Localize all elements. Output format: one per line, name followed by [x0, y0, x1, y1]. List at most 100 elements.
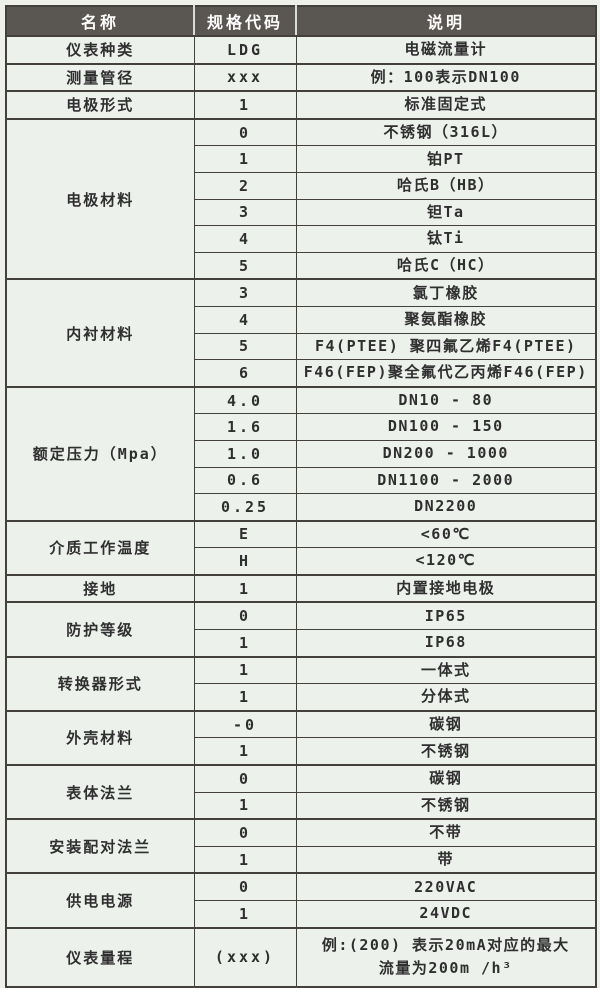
spec-code-cell: 4 — [193, 225, 297, 253]
spec-code-cell: 5 — [193, 332, 297, 361]
spec-group-name: 安装配对法兰 — [5, 818, 195, 874]
spec-group-name: 介质工作温度 — [5, 519, 195, 576]
spec-row: 3 钽Ta — [6, 198, 597, 227]
spec-desc-cell: 例:(200) 表示20mA对应的最大 流量为200m /h³ — [295, 926, 597, 988]
spec-desc-cell: 聚氨酯橡胶 — [295, 305, 597, 334]
spec-group-name: 防护等级 — [5, 601, 195, 658]
spec-desc-cell: 一体式 — [295, 655, 597, 685]
spec-code-cell: 3 — [193, 198, 297, 227]
spec-row: 防护等级 0 IP65 — [5, 601, 597, 658]
spec-group-name: 接地 — [5, 573, 195, 603]
spec-row: 内衬材料 3 氯丁橡胶 — [5, 278, 597, 388]
spec-group-name: 转换器形式 — [5, 655, 195, 712]
spec-group-name: 供电电源 — [5, 872, 195, 929]
spec-code-cell: 0.25 — [193, 493, 297, 522]
spec-row: 4 聚氨酯橡胶 — [6, 305, 597, 334]
spec-desc-cell: 例：100表示DN100 — [295, 62, 597, 92]
spec-code-cell: 1 — [193, 145, 297, 173]
spec-desc-cell: 哈氏C（HC） — [295, 251, 597, 280]
spec-row: 额定压力（Mpa） 4.0 DN10 - 80 — [5, 385, 597, 522]
spec-code-cell: 4 — [193, 305, 297, 334]
spec-desc-cell: 不锈钢 — [295, 791, 597, 820]
spec-code-cell: 1 — [193, 845, 297, 874]
spec-group-name: 内衬材料 — [5, 278, 195, 388]
spec-desc-cell: 24VDC — [295, 899, 597, 929]
spec-code-cell: 0 — [193, 818, 297, 847]
spec-code-cell: -0 — [193, 709, 297, 739]
spec-code-cell: H — [193, 547, 297, 576]
spec-desc-cell: DN200 - 1000 — [295, 439, 597, 468]
spec-row: 表体法兰 0 碳钢 — [5, 764, 597, 820]
spec-row: 转换器形式 1 一体式 — [5, 655, 597, 712]
spec-code-cell: 3 — [193, 278, 297, 307]
spec-code-cell: 5 — [193, 251, 297, 280]
spec-row: 仪表量程 (xxx) 例:(200) 表示20mA对应的最大 流量为200m /h³ — [5, 926, 597, 988]
spec-code-cell: 0.6 — [193, 466, 297, 495]
spec-row: H <120℃ — [6, 547, 597, 576]
spec-group-name: 电极形式 — [5, 90, 195, 120]
spec-row: 1.6 DN100 - 150 — [6, 413, 597, 441]
spec-code-cell: 0 — [193, 872, 297, 902]
spec-row: 5 哈氏C（HC） — [6, 251, 597, 280]
spec-desc-cell: 分体式 — [295, 683, 597, 712]
spec-desc-cell: 标准固定式 — [295, 90, 597, 120]
spec-desc-cell: 不锈钢（316L） — [295, 117, 597, 147]
spec-row: 1.0 DN200 - 1000 — [6, 439, 597, 468]
page: 名称 规格代码 说明 仪表种类 LDG 电磁流量计 测量管径 xxx 例：100表示DN1… — [5, 5, 597, 988]
spec-group-name: 额定压力（Mpa） — [5, 385, 195, 522]
spec-row: 接地 1 内置接地电极 — [5, 573, 597, 603]
spec-desc-cell: 不带 — [295, 818, 597, 847]
spec-code-cell: xxx — [193, 62, 297, 92]
spec-row: 6 F46(FEP)聚全氟代乙丙烯F46(FEP) — [6, 359, 597, 388]
spec-row: 0.25 DN2200 — [6, 493, 597, 522]
spec-group-name: 仪表量程 — [5, 926, 195, 988]
spec-row: 仪表种类 LDG 电磁流量计 — [5, 35, 597, 65]
spec-desc-cell: F46(FEP)聚全氟代乙丙烯F46(FEP) — [295, 359, 597, 388]
spec-row: 4 钛Ti — [6, 225, 597, 253]
spec-code-cell: 1 — [193, 573, 297, 603]
spec-code-cell: 1 — [193, 737, 297, 766]
spec-code-cell: LDG — [193, 35, 297, 65]
spec-table: 名称 规格代码 说明 仪表种类 LDG 电磁流量计 测量管径 xxx 例：100表示DN1… — [5, 5, 597, 988]
spec-code-cell: 1.6 — [193, 413, 297, 441]
spec-desc-cell: F4(PTEE) 聚四氟乙烯F4(PTEE) — [295, 332, 597, 361]
spec-code-cell: 4.0 — [193, 385, 297, 415]
spec-table-header: 名称 规格代码 说明 — [5, 5, 597, 37]
spec-code-cell: (xxx) — [193, 926, 297, 988]
spec-code-cell: 1 — [193, 655, 297, 685]
spec-code-cell: 0 — [193, 117, 297, 147]
spec-group-name: 电极材料 — [5, 117, 195, 280]
spec-row: 测量管径 xxx 例：100表示DN100 — [5, 62, 597, 92]
spec-row: 介质工作温度 E <60℃ — [5, 519, 597, 576]
spec-row: 供电电源 0 220VAC — [5, 872, 597, 929]
spec-desc-cell: <120℃ — [295, 547, 597, 576]
spec-desc-cell: 铂PT — [295, 145, 597, 173]
spec-row: 外壳材料 -0 碳钢 — [5, 709, 597, 766]
spec-desc-cell: 钛Ti — [295, 225, 597, 253]
spec-desc-cell: <60℃ — [295, 519, 597, 549]
spec-desc-cell: 220VAC — [295, 872, 597, 902]
spec-row: 0.6 DN1100 - 2000 — [6, 466, 597, 495]
spec-code-cell: 1 — [193, 899, 297, 929]
spec-code-cell: E — [193, 519, 297, 549]
spec-code-cell: 2 — [193, 171, 297, 200]
spec-group-name: 外壳材料 — [5, 709, 195, 766]
spec-desc-cell: DN10 - 80 — [295, 385, 597, 415]
spec-code-cell: 1 — [193, 629, 297, 658]
spec-group-name: 表体法兰 — [5, 764, 195, 820]
header-code: 规格代码 — [193, 5, 297, 37]
spec-row: 1 不锈钢 — [6, 737, 597, 766]
spec-desc-cell: DN100 - 150 — [295, 413, 597, 441]
spec-row: 1 不锈钢 — [6, 791, 597, 820]
spec-desc-cell: 电磁流量计 — [295, 35, 597, 65]
spec-code-cell: 1 — [193, 90, 297, 120]
spec-desc-cell: IP65 — [295, 601, 597, 631]
spec-code-cell: 1 — [193, 791, 297, 820]
spec-row: 2 哈氏B（HB） — [6, 171, 597, 200]
spec-desc-cell: 钽Ta — [295, 198, 597, 227]
spec-row: 电极形式 1 标准固定式 — [5, 90, 597, 120]
spec-row: 5 F4(PTEE) 聚四氟乙烯F4(PTEE) — [6, 332, 597, 361]
spec-desc-cell: 碳钢 — [295, 764, 597, 793]
spec-code-cell: 6 — [193, 359, 297, 388]
